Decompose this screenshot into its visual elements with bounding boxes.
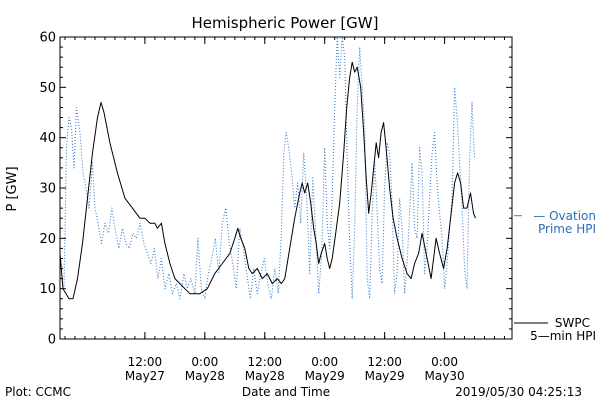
x-tick-date-label: May28 xyxy=(245,369,285,383)
series-lines xyxy=(59,36,522,300)
x-tick-date-label: May27 xyxy=(125,369,165,383)
y-tick-label: 50 xyxy=(39,81,56,96)
x-tick-time-label: 0:00 xyxy=(311,355,338,369)
x-tick-time-label: 0:00 xyxy=(191,355,218,369)
chart-title: Hemispheric Power [GW] xyxy=(192,14,379,32)
x-tick-date-label: May28 xyxy=(185,369,225,383)
x-tick-time-label: 12:00 xyxy=(247,355,282,369)
footer-plot-credit: Plot: CCMC xyxy=(5,385,71,399)
x-tick-time-label: 0:00 xyxy=(431,355,458,369)
legend-ovation-line1: — Ovation xyxy=(533,209,596,223)
y-tick-label: 0 xyxy=(48,333,56,348)
y-tick-label: 20 xyxy=(39,232,56,247)
footer-timestamp: 2019/05/30 04:25:13 xyxy=(455,385,582,399)
ovation-prime-series-line xyxy=(63,36,476,300)
x-axis: 12:00May270:00May2812:00May280:00May2912… xyxy=(64,37,506,383)
legend-swpc-line1: SWPC xyxy=(555,316,590,330)
legend-ovation-line2: Prime HPI xyxy=(538,222,596,236)
y-tick-label: 30 xyxy=(39,182,56,197)
x-tick-time-label: 12:00 xyxy=(128,355,163,369)
y-axis-label: P [GW] xyxy=(5,166,20,211)
legend-swpc-line2: 5—min HPI xyxy=(530,329,596,343)
x-tick-time-label: 12:00 xyxy=(367,355,402,369)
plot-frame xyxy=(59,36,513,340)
y-tick-label: 10 xyxy=(39,282,56,297)
legend: — Ovation Prime HPI SWPC 5—min HPI xyxy=(514,209,596,343)
y-tick-label: 60 xyxy=(39,31,56,46)
swpc-series-line xyxy=(59,61,476,300)
x-tick-date-label: May30 xyxy=(425,369,465,383)
x-axis-label: Date and Time xyxy=(242,385,330,399)
y-axis: 0 10 20 30 40 50 60 xyxy=(39,31,512,348)
x-tick-date-label: May29 xyxy=(365,369,405,383)
x-tick-date-label: May29 xyxy=(305,369,345,383)
y-tick-label: 40 xyxy=(39,131,56,146)
